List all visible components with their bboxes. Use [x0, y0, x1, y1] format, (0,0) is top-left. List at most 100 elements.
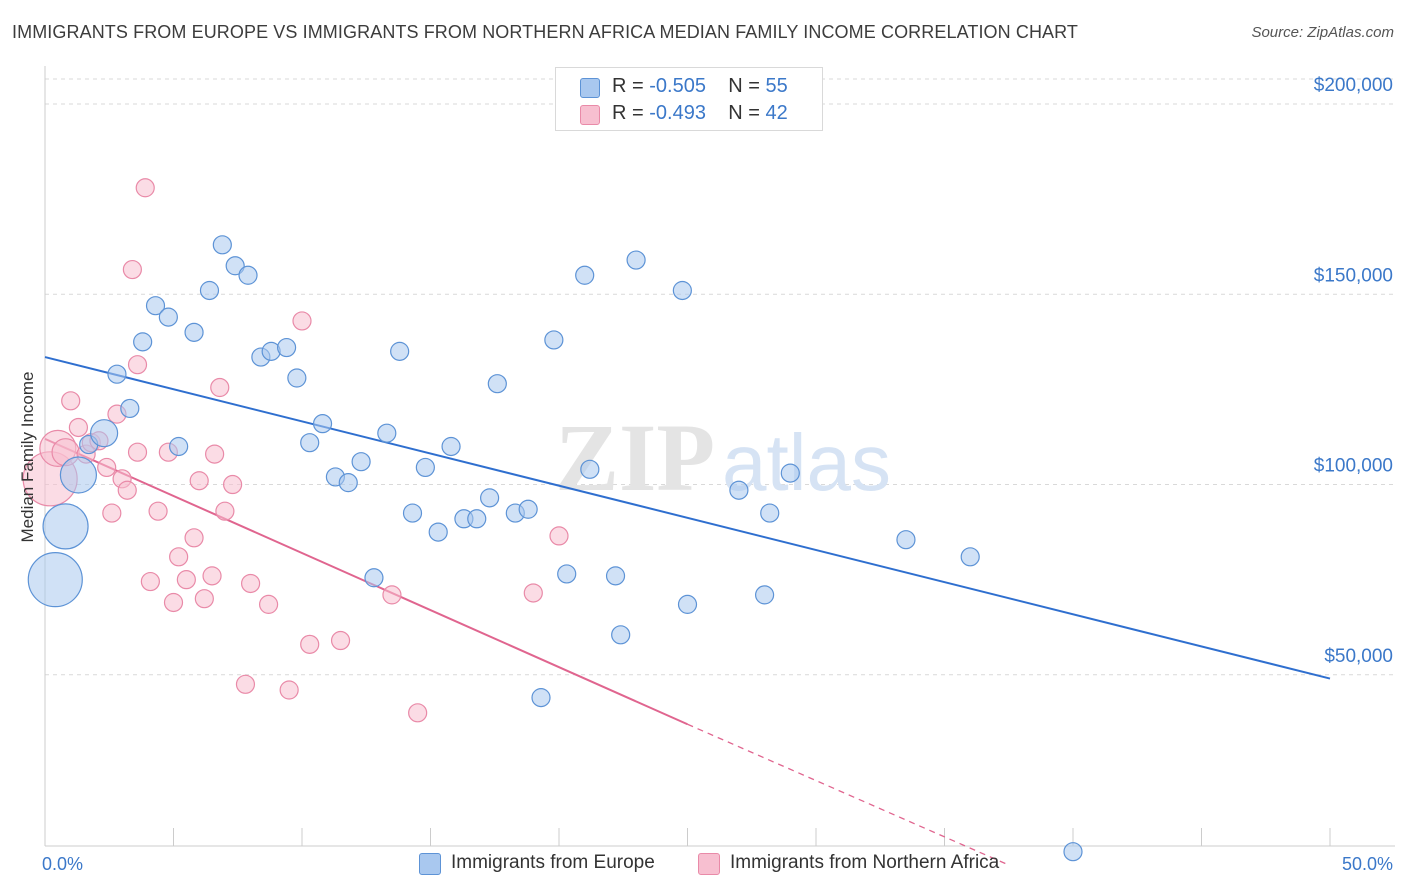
legend-r-value: -0.493 [649, 102, 706, 124]
africa-point [176, 570, 196, 590]
africa-point [549, 526, 569, 546]
europe-point [90, 419, 119, 448]
europe-point [754, 585, 775, 605]
legend-swatch-europe [580, 78, 600, 98]
africa-point [300, 634, 320, 654]
watermark-zip: ZIP [555, 404, 715, 511]
europe-point [729, 480, 749, 500]
europe-point [760, 503, 780, 523]
y-tick-label: $150,000 [1314, 265, 1393, 286]
africa-point [235, 674, 256, 694]
europe-point [672, 280, 692, 301]
europe-point [276, 337, 297, 358]
africa-point [127, 442, 148, 462]
africa-point [189, 471, 209, 491]
europe-point [184, 322, 204, 342]
europe-point [59, 456, 98, 494]
bottom-legend-swatch-europe [419, 853, 441, 875]
europe-point [312, 414, 333, 434]
africa-trend-extension [687, 723, 1010, 866]
europe-point [42, 503, 89, 550]
watermark: ZIP atlas [555, 404, 891, 511]
y-tick-label: $50,000 [1324, 646, 1393, 667]
axes [44, 66, 1395, 847]
africa-point [117, 480, 137, 500]
x-tick-label: 0.0% [42, 854, 83, 874]
bottom-legend-label-europe: Immigrants from Europe [451, 852, 655, 873]
europe-point [300, 433, 320, 453]
europe-point [531, 688, 551, 708]
watermark-atlas: atlas [722, 418, 891, 507]
y-tick-label: $100,000 [1314, 456, 1393, 477]
europe-trend-line [44, 356, 1331, 680]
europe-point [518, 499, 538, 519]
africa-point [61, 391, 81, 411]
europe-point [351, 452, 371, 472]
africa-point [169, 547, 189, 567]
africa-point [122, 259, 142, 280]
europe-point [960, 547, 980, 567]
africa-point [241, 573, 261, 594]
europe-point [415, 457, 435, 478]
y-axis-title: Median Family Income [18, 371, 37, 542]
africa-point [184, 528, 204, 548]
europe-point [120, 398, 140, 419]
legend-text-africa: R = -0.493 N = 42 [612, 102, 788, 125]
legend-n-label: N = [728, 75, 760, 97]
africa-point [127, 355, 148, 375]
africa-point [215, 501, 235, 521]
africa-points [22, 178, 569, 723]
africa-point [140, 571, 160, 592]
europe-point [441, 436, 461, 457]
europe-point [780, 463, 800, 483]
europe-point [896, 530, 916, 550]
europe-point [145, 296, 166, 316]
source-label: Source: ZipAtlas.com [1251, 24, 1394, 41]
legend-swatch-africa [580, 105, 600, 125]
africa-point [102, 503, 122, 523]
europe-point [238, 265, 258, 285]
legend-n-value: 55 [765, 75, 788, 97]
europe-point [364, 568, 384, 588]
africa-point [223, 474, 243, 495]
europe-point [212, 235, 232, 255]
africa-point [194, 589, 214, 609]
africa-point [523, 583, 543, 603]
europe-point [1063, 842, 1083, 862]
europe-point [487, 374, 507, 394]
europe-point [133, 332, 153, 352]
y-axis-labels: $50,000 $100,000 $150,000 $200,000 [1314, 75, 1393, 667]
africa-point [202, 566, 222, 586]
bottom-legend-swatch-africa [698, 853, 720, 875]
africa-point [382, 585, 402, 605]
europe-point [611, 625, 631, 645]
africa-point [163, 592, 184, 613]
europe-point [169, 436, 189, 457]
europe-points [27, 235, 1083, 862]
legend-r-label: R = [612, 102, 644, 124]
europe-point [626, 250, 646, 270]
europe-point [158, 307, 178, 327]
europe-point [580, 459, 600, 479]
africa-point [408, 703, 428, 723]
legend-r-value: -0.505 [649, 75, 706, 97]
europe-point [27, 552, 83, 608]
africa-point [292, 311, 312, 331]
africa-point [97, 457, 117, 478]
legend-r-label: R = [612, 75, 644, 97]
europe-point [575, 265, 595, 285]
africa-point [279, 680, 299, 700]
europe-point [338, 473, 358, 493]
africa-point [258, 594, 279, 614]
y-tick-label: $200,000 [1314, 75, 1393, 96]
africa-point [135, 178, 155, 198]
x-axis-labels: 0.0% 50.0% [42, 854, 1393, 874]
europe-point [605, 566, 626, 586]
chart-title: IMMIGRANTS FROM EUROPE VS IMMIGRANTS FRO… [12, 22, 1079, 42]
europe-point [480, 488, 500, 508]
europe-point [287, 368, 307, 388]
europe-point [428, 522, 448, 542]
bottom-legend-label-africa: Immigrants from Northern Africa [730, 852, 1000, 873]
europe-point [557, 564, 577, 584]
